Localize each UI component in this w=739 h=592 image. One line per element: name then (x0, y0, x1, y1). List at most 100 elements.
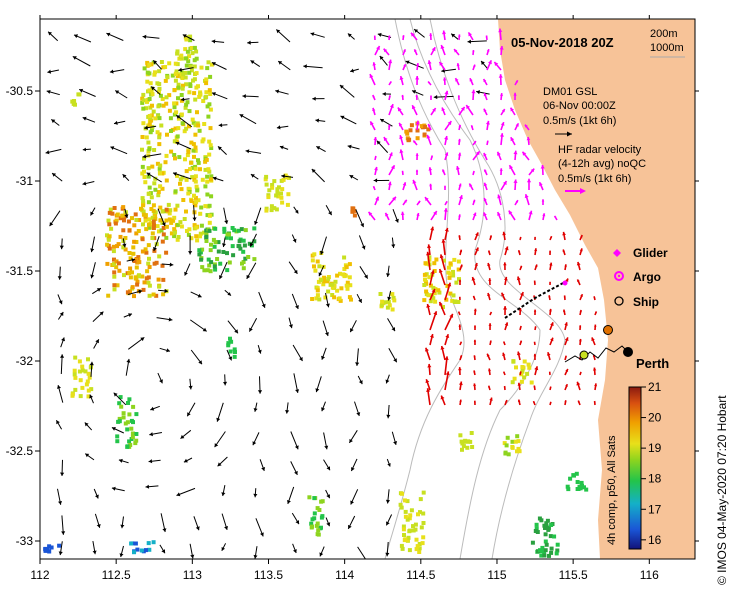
sst-cell (566, 487, 571, 492)
sst-cell (427, 275, 432, 280)
sst-cell (453, 299, 458, 304)
current-arrow (158, 288, 169, 293)
sst-cell (179, 53, 184, 58)
dm01-arrow (471, 276, 476, 286)
current-arrow (253, 546, 258, 559)
sst-cell (198, 234, 202, 239)
sst-cell (164, 224, 169, 229)
sst-cell (177, 155, 182, 160)
hf-arrow (443, 208, 448, 221)
dm01-arrow (593, 400, 596, 406)
sst-cell (152, 148, 157, 152)
sst-cell (112, 206, 117, 210)
hf-arrow (429, 33, 433, 41)
dm01-arrow (533, 341, 536, 346)
sst-cell (543, 548, 548, 553)
sst-cell (230, 244, 235, 249)
sst-cell (129, 541, 134, 546)
hf-radar-title: HF radar velocity (558, 144, 642, 156)
sst-cell (555, 542, 560, 547)
dm01-arrow (519, 236, 522, 241)
sst-cell (146, 140, 151, 145)
sst-cell (451, 269, 455, 274)
dm01-arrow (472, 295, 476, 301)
sst-cell (183, 157, 187, 162)
hf-arrow (399, 75, 404, 86)
y-tick-label: -30.5 (6, 84, 34, 98)
sst-cell (114, 218, 119, 223)
sst-cell (208, 74, 213, 79)
sst-cell (196, 198, 201, 203)
dm01-arrow (441, 239, 446, 256)
dm01-arrow (504, 246, 509, 256)
hf-arrow (387, 181, 392, 191)
current-arrow (57, 488, 62, 505)
ship-legend-icon (614, 296, 624, 306)
sst-cell (398, 502, 403, 507)
sst-cell (146, 541, 151, 546)
hf-arrow (467, 31, 474, 41)
dm01-arrow (487, 385, 491, 391)
sst-cell (154, 293, 159, 298)
sst-cell (47, 549, 52, 554)
sst-cell (379, 303, 384, 307)
sst-cell (122, 273, 126, 278)
sst-cell (159, 228, 164, 233)
sst-cell (196, 158, 200, 163)
sst-cell (400, 546, 405, 551)
sst-cell (173, 72, 178, 76)
sst-cell (264, 182, 269, 187)
hf-arrow (498, 28, 503, 41)
sst-cell (107, 246, 112, 251)
dm01-arrow (438, 268, 446, 286)
sst-cell (402, 498, 407, 503)
sst-cell (317, 297, 322, 302)
hf-arrow (426, 134, 432, 146)
hf-arrow (427, 80, 432, 86)
hf-arrow (509, 107, 516, 116)
sst-cell (197, 252, 202, 257)
sst-cell (77, 369, 82, 374)
sst-cell (87, 375, 92, 380)
current-arrow (188, 235, 193, 255)
sst-cell (134, 240, 139, 244)
current-arrow (387, 290, 392, 301)
sst-cell (133, 275, 138, 280)
dm01-arrow (534, 236, 536, 241)
current-arrow (60, 354, 65, 375)
sst-cell (117, 401, 122, 406)
dm01-arrow (594, 383, 598, 391)
x-tick-label: 113 (183, 568, 202, 582)
sst-cell (549, 550, 554, 555)
sst-cell (130, 270, 134, 275)
sst-cell (158, 205, 163, 210)
sst-cell (279, 195, 284, 200)
hf-arrow (415, 94, 418, 101)
current-arrow (325, 205, 333, 216)
current-arrow (379, 118, 393, 127)
sst-cell (106, 218, 111, 223)
current-arrow (254, 207, 262, 225)
dm01-arrow (577, 400, 581, 406)
current-arrow (347, 33, 355, 40)
sst-cell (191, 148, 196, 153)
hf-arrow (458, 106, 466, 116)
sst-cell (549, 546, 554, 551)
sst-cell (57, 543, 62, 548)
sst-cell (335, 288, 340, 293)
current-arrow (184, 263, 191, 276)
hf-arrow (524, 193, 530, 206)
sst-cell (225, 251, 229, 256)
dm01-arrow (444, 313, 454, 331)
sst-cell (105, 242, 110, 247)
hf-arrow (372, 107, 376, 116)
sst-cell (436, 288, 441, 293)
sst-cell (136, 274, 141, 279)
sst-cell (146, 243, 151, 248)
sst-cell (186, 59, 191, 64)
sst-cell (544, 524, 549, 528)
hf-arrow (388, 103, 394, 116)
dm01-arrow (576, 279, 581, 286)
current-arrow (411, 90, 424, 96)
sst-cell (190, 165, 195, 170)
